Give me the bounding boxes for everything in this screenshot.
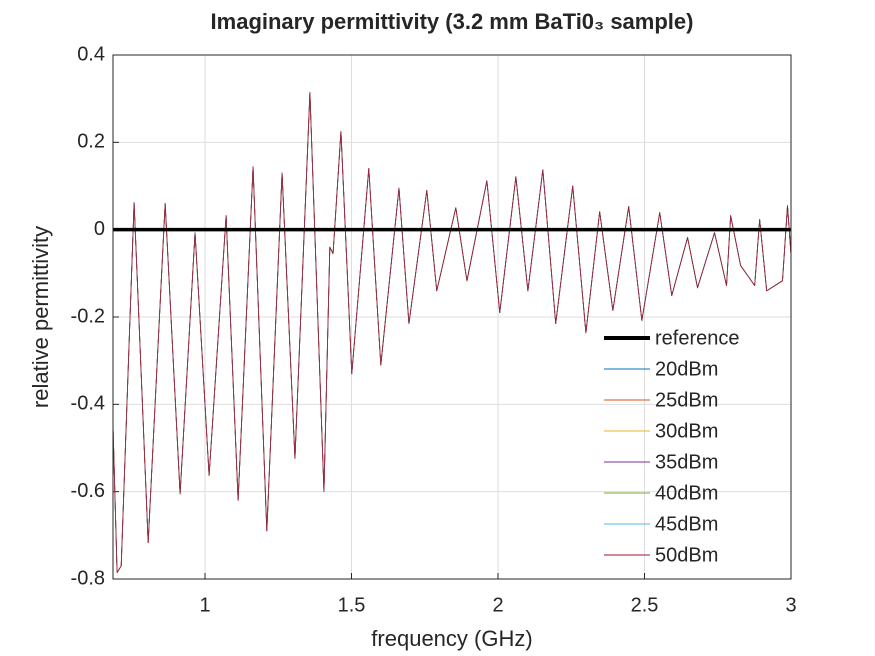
legend-label: 30dBm	[655, 420, 718, 442]
y-tick-label: 0	[94, 218, 105, 240]
y-axis-label: relative permittivity	[28, 226, 53, 408]
legend-label: reference	[655, 327, 740, 349]
x-axis-label: frequency (GHz)	[371, 626, 532, 651]
legend-label: 40dBm	[655, 482, 718, 504]
legend-label: 50dBm	[655, 544, 718, 566]
legend-label: 35dBm	[655, 451, 718, 473]
y-tick-label: -0.6	[71, 480, 105, 502]
x-tick-label: 2	[492, 594, 503, 616]
legend-label: 25dBm	[655, 389, 718, 411]
x-tick-label: 2.5	[631, 594, 659, 616]
y-tick-label: -0.8	[71, 567, 105, 589]
legend: reference 20dBm 25dBm 30dBm 35dBm 40dBm 45dBm 5…	[604, 327, 740, 566]
y-tick-label: 0.4	[77, 43, 105, 65]
y-tick-label: 0.2	[77, 131, 105, 153]
x-tick-label: 1	[199, 594, 210, 616]
x-tick-label: 3	[785, 594, 796, 616]
legend-label: 20dBm	[655, 358, 718, 380]
legend-label: 45dBm	[655, 513, 718, 535]
plot-frame	[112, 54, 792, 580]
y-tick-label: -0.2	[71, 305, 105, 327]
chart-title: Imaginary permittivity (3.2 mm BaTi0₃ sa…	[211, 9, 694, 34]
data-line	[113, 92, 791, 573]
x-tick-label: 1.5	[338, 594, 366, 616]
y-tick-label: -0.4	[71, 393, 105, 415]
